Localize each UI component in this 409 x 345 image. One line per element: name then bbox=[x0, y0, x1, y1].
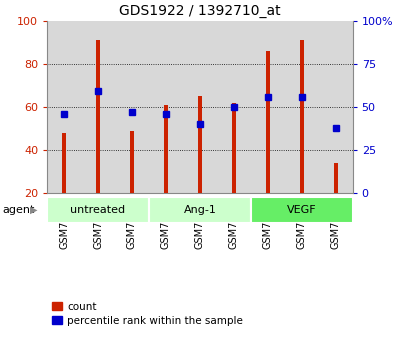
Bar bbox=[164, 105, 168, 193]
Text: Ang-1: Ang-1 bbox=[183, 205, 216, 215]
Bar bbox=[182, 21, 216, 193]
Bar bbox=[216, 21, 250, 193]
Bar bbox=[318, 21, 352, 193]
Bar bbox=[148, 21, 182, 193]
Bar bbox=[250, 197, 352, 223]
Bar bbox=[115, 21, 148, 193]
Text: agent: agent bbox=[2, 205, 34, 215]
Bar bbox=[130, 131, 134, 193]
Bar bbox=[299, 40, 303, 193]
Title: GDS1922 / 1392710_at: GDS1922 / 1392710_at bbox=[119, 4, 280, 18]
Text: ▶: ▶ bbox=[29, 205, 37, 215]
Bar bbox=[250, 21, 284, 193]
Bar bbox=[47, 21, 81, 193]
Bar bbox=[265, 51, 269, 193]
Bar bbox=[96, 40, 100, 193]
Bar bbox=[148, 197, 250, 223]
Text: untreated: untreated bbox=[70, 205, 125, 215]
Bar bbox=[333, 163, 337, 193]
Bar bbox=[47, 197, 148, 223]
Bar bbox=[284, 21, 318, 193]
Text: VEGF: VEGF bbox=[286, 205, 316, 215]
Legend: count, percentile rank within the sample: count, percentile rank within the sample bbox=[52, 302, 242, 326]
Bar bbox=[231, 103, 235, 193]
Bar bbox=[81, 21, 115, 193]
Bar bbox=[62, 133, 66, 193]
Bar bbox=[198, 96, 201, 193]
